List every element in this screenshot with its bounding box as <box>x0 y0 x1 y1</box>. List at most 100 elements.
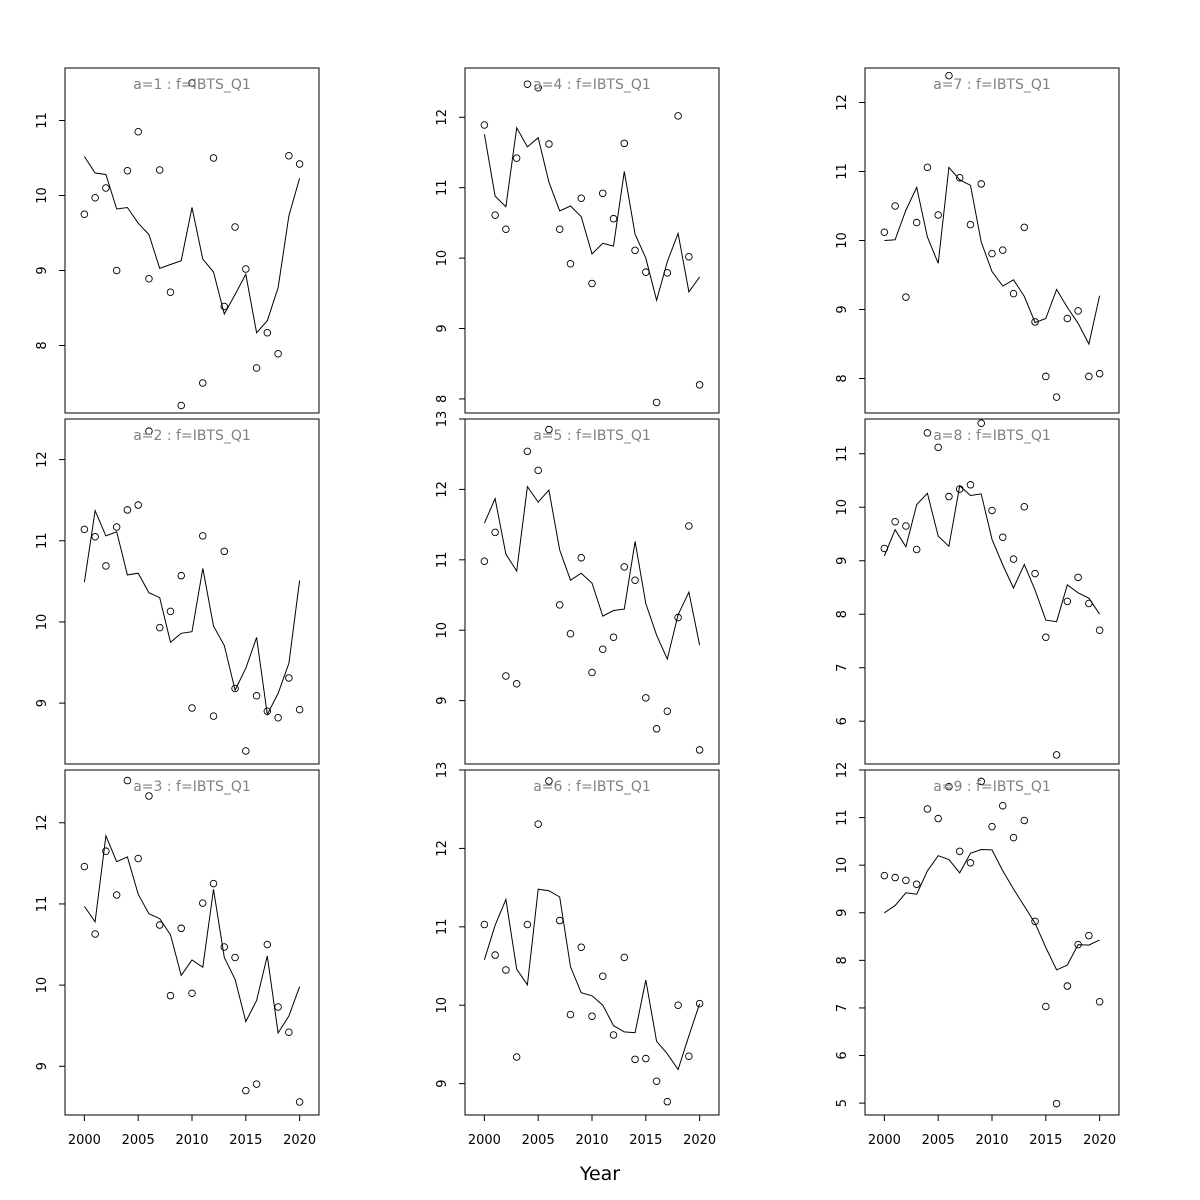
observed-point <box>977 419 985 428</box>
x-tick-label: 2005 <box>122 1133 155 1148</box>
y-tick-label: 11 <box>435 179 450 196</box>
x-axis-title: Year <box>579 1163 620 1185</box>
y-tick-label: 12 <box>435 109 450 126</box>
observed-point <box>880 228 889 236</box>
y-tick-label: 9 <box>435 324 450 332</box>
observed-point <box>145 427 153 435</box>
panel-title: a=3 : f=IBTS_Q1 <box>133 779 251 795</box>
observed-point <box>620 139 629 148</box>
fitted-line <box>483 485 701 661</box>
y-tick-label: 8 <box>835 956 850 964</box>
observed-point <box>685 1052 693 1060</box>
panel-title: a=7 : f=IBTS_Q1 <box>933 77 1051 93</box>
observed-point <box>523 447 532 456</box>
observed-point <box>1063 597 1072 606</box>
observed-point <box>491 528 499 537</box>
observed-point <box>491 211 499 219</box>
observed-point <box>220 547 229 556</box>
observed-point <box>631 1055 639 1064</box>
observed-point <box>102 562 110 570</box>
observed-point <box>988 506 996 515</box>
observed-point <box>955 173 964 182</box>
fitted-line <box>884 848 1100 971</box>
observed-point <box>523 80 532 88</box>
observed-point <box>263 940 272 949</box>
observed-point <box>1042 372 1050 381</box>
observed-point <box>166 991 175 1000</box>
observed-point <box>91 532 99 541</box>
y-tick-label: 6 <box>835 1051 850 1059</box>
observed-point <box>480 920 489 929</box>
observed-point <box>91 193 99 202</box>
observed-point <box>102 184 110 192</box>
observed-point <box>123 166 132 175</box>
observed-point <box>1085 931 1093 940</box>
observed-point <box>609 214 618 223</box>
observed-point <box>663 707 672 715</box>
y-tick-label: 9 <box>835 909 850 917</box>
y-tick-label: 9 <box>35 699 50 707</box>
observed-point <box>891 873 899 882</box>
observed-point <box>588 279 596 288</box>
observed-point <box>491 951 499 959</box>
observed-point <box>1031 917 1039 926</box>
y-tick-label: 11 <box>435 552 450 569</box>
observed-point <box>231 684 239 693</box>
observed-point <box>620 563 629 571</box>
observed-point <box>112 891 121 899</box>
y-tick-label: 9 <box>835 305 850 313</box>
observed-point <box>188 79 196 87</box>
observed-point <box>912 880 921 888</box>
observed-point <box>177 571 185 580</box>
observed-point <box>1020 816 1029 825</box>
y-tick-label: 12 <box>35 451 50 468</box>
observed-point <box>166 288 175 297</box>
observed-point <box>999 533 1007 541</box>
observed-point <box>599 645 607 653</box>
observed-point <box>620 953 629 962</box>
observed-point <box>545 777 553 785</box>
observed-point <box>199 899 207 907</box>
y-tick-label: 10 <box>835 499 850 516</box>
observed-point <box>177 401 185 410</box>
panel-a7: 8 9 10 11 12 a=7 : f=IBTS_Q1 <box>835 67 1120 414</box>
observed-point <box>988 249 996 258</box>
observed-point <box>555 225 564 233</box>
x-tick-label: 2005 <box>922 1133 955 1148</box>
observed-point <box>945 492 953 501</box>
observed-point <box>674 1001 682 1009</box>
y-tick-label: 9 <box>435 1079 450 1087</box>
observed-point <box>231 223 239 231</box>
observed-point <box>663 1097 672 1106</box>
observed-point <box>577 194 585 203</box>
observed-point <box>1074 573 1082 582</box>
observed-point <box>274 713 282 722</box>
observed-point <box>80 862 89 871</box>
x-tick-label: 2015 <box>629 1133 662 1148</box>
observed-point <box>263 707 272 715</box>
observed-point <box>242 747 250 755</box>
panel-title: a=2 : f=IBTS_Q1 <box>133 428 251 444</box>
y-tick-label: 10 <box>835 857 850 874</box>
panel-frame <box>464 418 720 765</box>
observed-point <box>502 672 510 680</box>
observed-point <box>977 180 985 188</box>
observed-point <box>523 920 532 929</box>
observed-point <box>480 121 489 129</box>
observed-point <box>91 930 99 938</box>
y-tick-label: 11 <box>35 896 50 913</box>
fitted-line <box>884 166 1101 346</box>
observed-point <box>577 553 585 562</box>
observed-point <box>912 545 921 554</box>
observed-point <box>502 225 510 233</box>
observed-point <box>577 943 585 951</box>
observed-point <box>902 293 910 301</box>
observed-point <box>609 633 618 642</box>
y-tick-label: 12 <box>435 840 450 857</box>
observed-point <box>285 674 293 682</box>
observed-point <box>955 485 964 493</box>
observed-point <box>252 692 261 700</box>
observed-point <box>112 523 121 531</box>
